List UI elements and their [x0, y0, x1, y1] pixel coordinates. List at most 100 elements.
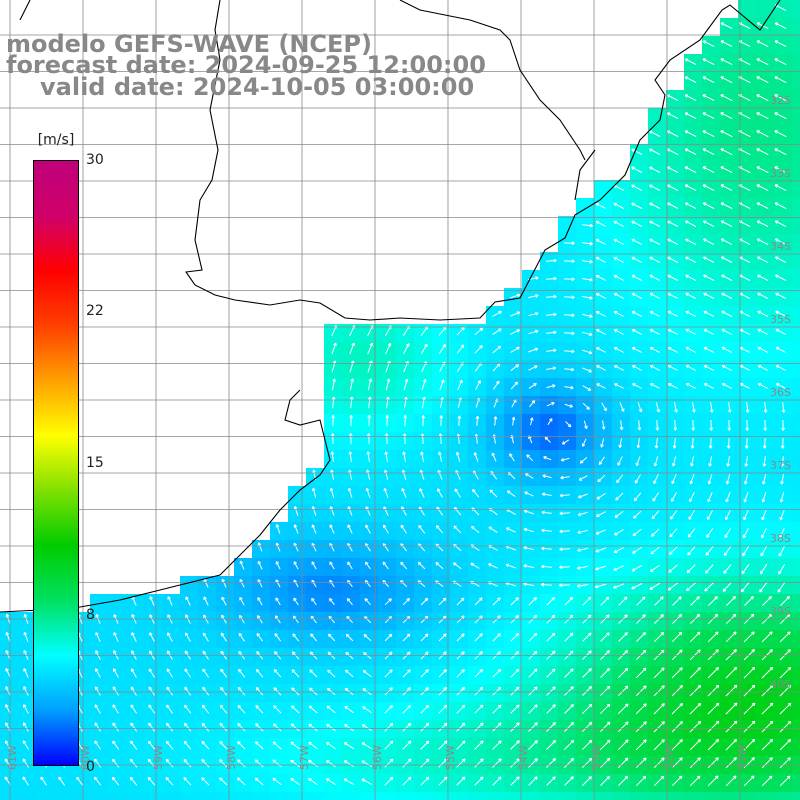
wind-speed-cell: [126, 792, 145, 800]
wind-speed-cell: [792, 0, 800, 19]
wind-speed-cell: [792, 198, 800, 217]
wind-speed-cell: [792, 324, 800, 343]
wind-speed-cell: [792, 648, 800, 667]
colorbar-tick-8: 8: [86, 607, 95, 623]
wind-speed-cell: [792, 90, 800, 109]
wind-arrow: [528, 347, 539, 353]
wind-arrow: [631, 292, 643, 299]
wind-speed-cell: [594, 180, 613, 199]
wind-arrow: [775, 274, 787, 281]
wind-arrow: [774, 256, 787, 263]
wind-arrow: [684, 184, 697, 192]
longitude-label: 56W: [371, 745, 384, 770]
wind-arrow: [667, 383, 678, 389]
wind-arrow: [775, 328, 787, 335]
wind-arrow: [703, 310, 715, 317]
wind-speed-cell: [792, 522, 800, 541]
latitude-label: 34S: [770, 240, 791, 253]
wind-speed-cell: [576, 198, 595, 217]
wind-arrow: [720, 94, 733, 102]
wind-arrow: [685, 364, 696, 371]
wind-speed-cell: [360, 792, 379, 800]
wind-arrow: [702, 40, 715, 48]
wind-arrow: [756, 112, 769, 120]
wind-arrow: [403, 343, 410, 355]
colorbar-tick-15: 15: [86, 455, 104, 471]
wind-arrow: [775, 310, 787, 317]
wind-arrow: [474, 327, 484, 336]
wind-arrow: [684, 58, 697, 66]
wind-arrow: [438, 343, 446, 354]
wind-arrow: [595, 202, 607, 209]
wind-speed-cell: [666, 792, 685, 800]
wind-arrow: [595, 329, 606, 335]
wind-speed-cell: [108, 792, 127, 800]
wind-speed-cell: [630, 792, 649, 800]
wind-speed-cell: [792, 360, 800, 379]
wind-arrow: [666, 112, 679, 120]
wind-arrow: [702, 58, 715, 66]
wind-speed-cell: [648, 792, 667, 800]
wind-arrow: [756, 220, 769, 228]
wind-arrow: [703, 383, 714, 389]
wind-speed-cell: [792, 684, 800, 703]
wind-arrow: [685, 383, 696, 389]
wind-speed-cell: [648, 108, 667, 127]
wind-arrow: [582, 349, 593, 355]
wind-speed-cell: [108, 594, 127, 613]
wind-speed-cell: [36, 792, 55, 800]
wind-arrow: [528, 329, 539, 335]
wind-speed-cell: [324, 792, 343, 800]
wind-arrow: [667, 238, 679, 245]
wind-arrow: [613, 292, 624, 299]
colorbar-unit: [m/s]: [37, 132, 75, 148]
wind-speed-cell: [378, 792, 397, 800]
wind-speed-cell: [756, 0, 775, 19]
wind-speed-cell: [702, 792, 721, 800]
wind-arrow: [631, 166, 643, 173]
wind-arrow: [613, 347, 624, 353]
wind-arrow: [649, 292, 661, 299]
wind-arrow: [720, 238, 733, 246]
wind-speed-cell: [720, 792, 739, 800]
wind-arrow: [703, 328, 715, 335]
wind-arrow: [684, 112, 697, 120]
wind-arrow: [667, 256, 679, 263]
wind-arrow: [703, 364, 714, 371]
latitude-label: 32S: [770, 94, 791, 107]
wind-arrow: [685, 310, 697, 317]
wind-arrow: [702, 220, 715, 228]
wind-arrow: [756, 166, 769, 174]
wind-arrow: [775, 292, 787, 299]
wind-arrow: [720, 58, 733, 66]
wind-arrow: [596, 347, 606, 353]
wind-arrow: [546, 294, 557, 299]
wind-speed-cell: [792, 450, 800, 469]
wind-arrow: [685, 256, 697, 263]
wind-arrow: [649, 202, 661, 209]
wind-arrow: [385, 378, 391, 391]
wind-arrow: [367, 378, 373, 391]
wind-vector-field: [4, 4, 792, 787]
wind-arrow: [666, 202, 679, 209]
wind-speed-cell: [738, 792, 757, 800]
wind-arrow: [564, 331, 575, 336]
wind-arrow: [684, 202, 697, 210]
wind-arrow: [631, 256, 643, 263]
wind-arrow: [774, 166, 787, 174]
wind-arrow: [774, 58, 787, 66]
wind-arrow: [649, 310, 661, 317]
wind-speed-cell: [792, 72, 800, 91]
wind-arrow: [756, 94, 769, 102]
wind-speed-cell: [594, 792, 613, 800]
wind-speed-cell: [792, 558, 800, 577]
wind-arrow: [595, 293, 606, 299]
wind-arrow: [510, 364, 520, 372]
wind-arrow: [703, 256, 715, 263]
wind-arrow: [631, 238, 643, 245]
wind-arrow: [684, 166, 697, 174]
wind-speed-cell: [306, 792, 325, 800]
wind-arrow: [774, 130, 787, 138]
wind-arrow: [721, 292, 733, 299]
wind-speed-cell: [234, 792, 253, 800]
